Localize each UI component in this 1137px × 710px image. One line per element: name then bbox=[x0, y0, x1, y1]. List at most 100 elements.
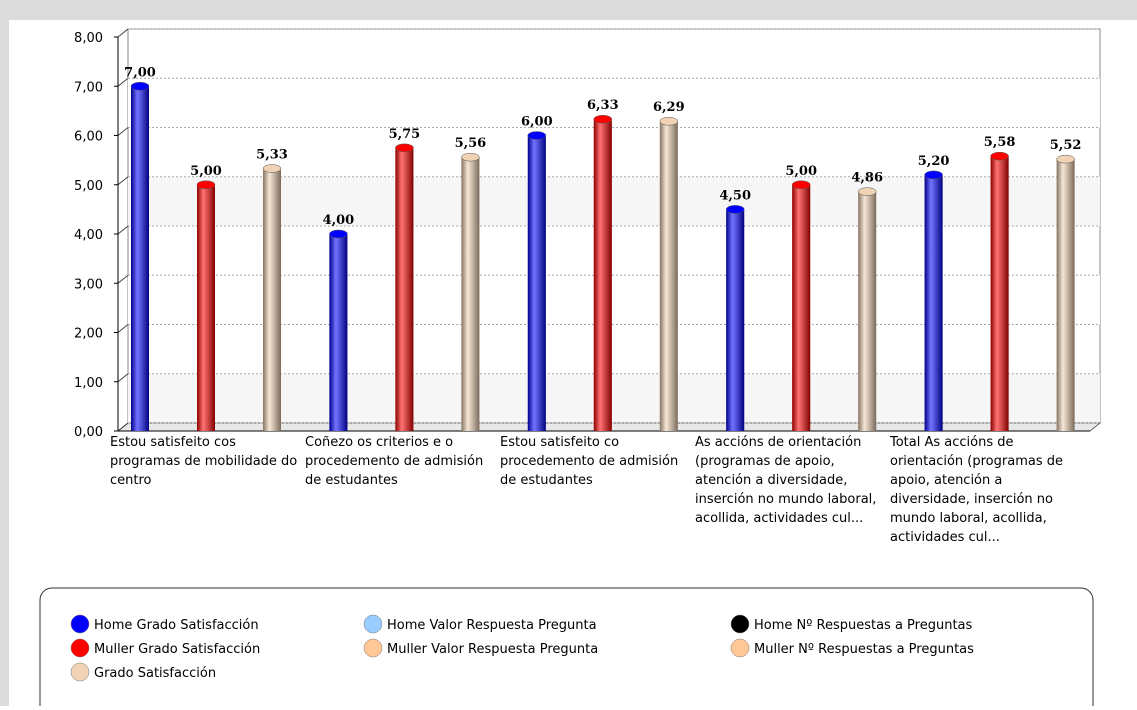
bar-shade bbox=[131, 86, 149, 431]
grid-diag bbox=[117, 373, 129, 383]
bar-top bbox=[791, 180, 811, 189]
bar-top bbox=[196, 180, 216, 189]
bar-top bbox=[857, 187, 877, 196]
value-label: 4,50 bbox=[719, 188, 751, 203]
legend-label: Muller Grado Satisfacción bbox=[94, 642, 260, 657]
bar bbox=[725, 205, 745, 431]
y-tick-label: 6,00 bbox=[74, 130, 103, 145]
value-label: 5,00 bbox=[190, 164, 222, 179]
y-tick-label: 0,00 bbox=[74, 425, 103, 440]
value-label: 4,86 bbox=[851, 171, 883, 186]
top-bar bbox=[0, 0, 1137, 20]
legend-label: Muller Nº Respuestas a Preguntas bbox=[754, 642, 974, 657]
bar bbox=[329, 229, 348, 431]
bar-shade bbox=[329, 234, 348, 431]
x-tick-label: Total As accións de orientación (programa… bbox=[889, 435, 1063, 545]
bar-shade bbox=[924, 174, 943, 431]
y-tick-label: 3,00 bbox=[74, 277, 103, 292]
legend-swatch bbox=[70, 638, 90, 658]
x-tick-label: Estou satisfeito cos programas de mobilid… bbox=[110, 435, 297, 488]
legend-label: Muller Valor Respuesta Pregunta bbox=[387, 642, 598, 657]
bar bbox=[791, 180, 811, 431]
bar-top bbox=[1056, 154, 1075, 164]
bar bbox=[527, 131, 547, 431]
left-bar bbox=[0, 0, 9, 706]
legend-swatch bbox=[363, 638, 383, 658]
grid-diag bbox=[117, 274, 129, 284]
x-tick-label: As accións de orientación (programas de a… bbox=[695, 435, 876, 526]
bar-top bbox=[262, 164, 282, 173]
wall-band bbox=[128, 78, 1100, 128]
bar-shade bbox=[858, 191, 877, 431]
y-tick-label: 8,00 bbox=[74, 31, 103, 46]
value-label: 5,33 bbox=[256, 147, 288, 162]
value-label: 4,00 bbox=[323, 213, 355, 228]
y-tick-label: 5,00 bbox=[74, 179, 103, 194]
bar-top bbox=[329, 229, 348, 239]
bar-shade bbox=[726, 209, 745, 431]
grid-diag bbox=[117, 324, 129, 333]
bar-top bbox=[924, 170, 943, 180]
grid-diag bbox=[117, 77, 129, 87]
value-label: 5,20 bbox=[918, 154, 950, 169]
bar-shade bbox=[461, 157, 480, 432]
value-label: 5,56 bbox=[455, 136, 487, 151]
legend-label: Home Nº Respuestas a Preguntas bbox=[754, 618, 973, 633]
value-label: 5,00 bbox=[785, 164, 817, 179]
value-label: 6,29 bbox=[653, 100, 685, 115]
legend-swatch bbox=[363, 614, 383, 634]
value-label: 6,33 bbox=[587, 98, 619, 113]
y-tick-label: 7,00 bbox=[74, 80, 103, 95]
legend-swatch bbox=[730, 614, 750, 634]
bar bbox=[924, 170, 943, 431]
bar-top bbox=[990, 151, 1009, 161]
grid-diag bbox=[117, 176, 129, 186]
x-tick-label: Coñezo os criterios e o procedemento de a… bbox=[305, 435, 483, 488]
bar-shade bbox=[395, 147, 414, 431]
bar bbox=[1056, 154, 1075, 431]
bar-top bbox=[461, 152, 480, 162]
bar-shade bbox=[792, 184, 811, 431]
bar-shade bbox=[197, 184, 215, 431]
bar bbox=[262, 164, 282, 431]
legend-swatch bbox=[70, 614, 90, 634]
bar bbox=[196, 180, 216, 431]
bar bbox=[395, 143, 414, 431]
legend-label: Home Valor Respuesta Pregunta bbox=[387, 618, 597, 633]
value-label: 6,00 bbox=[521, 115, 553, 130]
value-label: 7,00 bbox=[124, 65, 156, 80]
grid-diag bbox=[117, 127, 129, 136]
legend-box bbox=[39, 587, 1094, 710]
legend-label: Home Grado Satisfacción bbox=[94, 618, 259, 633]
bar bbox=[659, 116, 679, 431]
bar-shade bbox=[527, 135, 546, 431]
bar-shade bbox=[1056, 159, 1075, 431]
bar bbox=[130, 82, 150, 431]
value-label: 5,58 bbox=[984, 135, 1016, 150]
legend-swatch bbox=[730, 638, 750, 658]
grid-diag bbox=[117, 225, 129, 235]
grid-diag bbox=[117, 422, 129, 432]
bar bbox=[990, 151, 1009, 431]
bar-top bbox=[130, 82, 150, 91]
bar bbox=[857, 187, 877, 431]
grid-diag bbox=[117, 28, 129, 38]
bar-top bbox=[593, 114, 613, 124]
bar-shade bbox=[263, 168, 281, 431]
bar-top bbox=[527, 131, 547, 140]
legend-swatch bbox=[70, 662, 90, 682]
bar-shade bbox=[659, 121, 678, 431]
bar bbox=[461, 152, 480, 432]
bar-top bbox=[395, 143, 414, 153]
bar-shade bbox=[990, 156, 1009, 431]
bar-top bbox=[659, 116, 679, 126]
bar-top bbox=[725, 205, 745, 214]
value-label: 5,52 bbox=[1050, 138, 1082, 153]
y-tick-label: 4,00 bbox=[74, 228, 103, 243]
legend-label: Grado Satisfacción bbox=[94, 666, 216, 681]
y-tick-label: 1,00 bbox=[74, 376, 103, 391]
x-tick-label: Estou satisfeito co procedemento de admis… bbox=[500, 435, 678, 488]
value-label: 5,75 bbox=[389, 127, 421, 142]
